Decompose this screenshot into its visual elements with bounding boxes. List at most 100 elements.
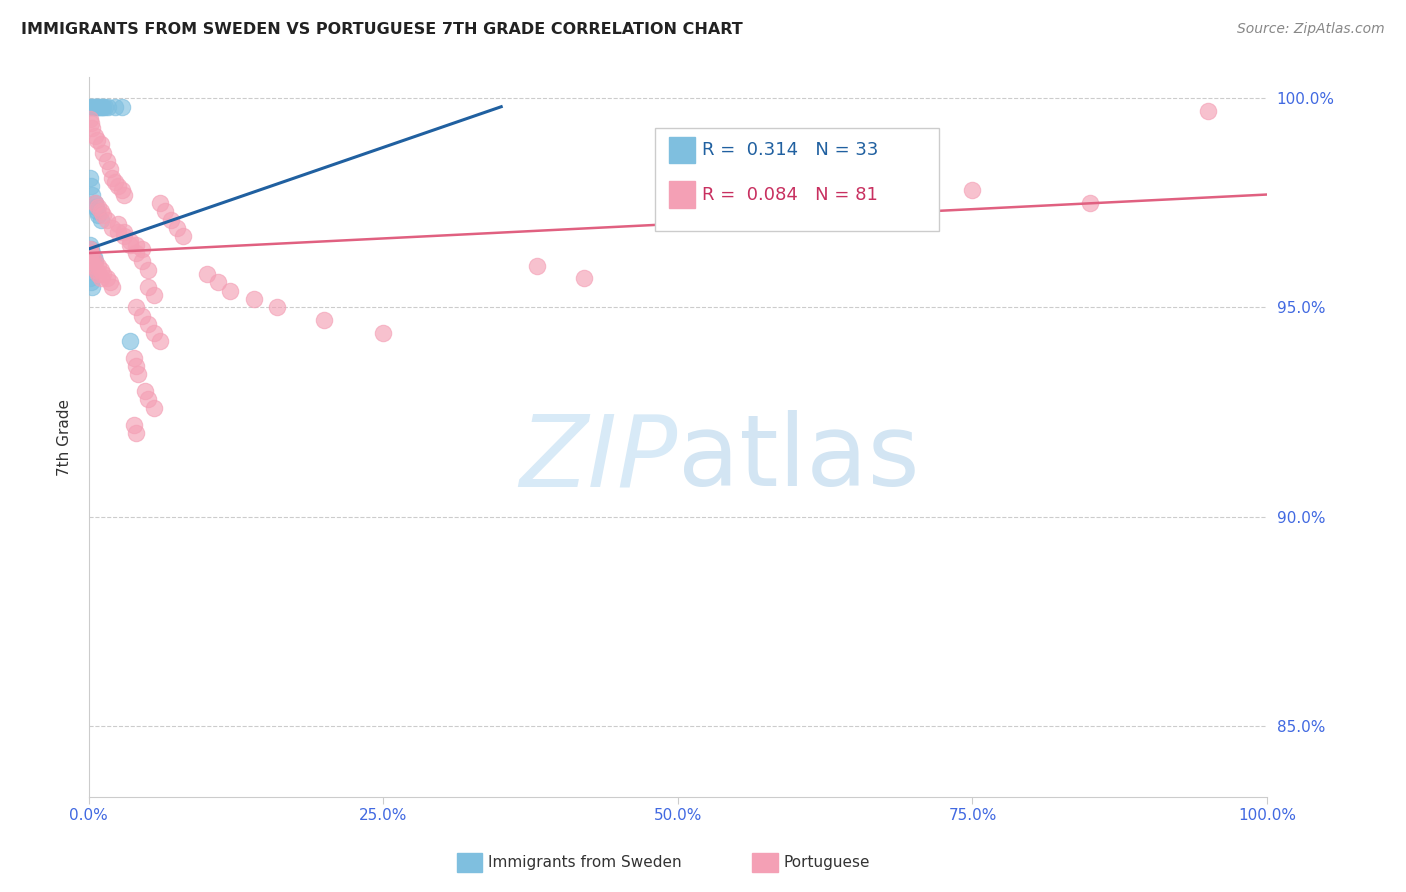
Text: IMMIGRANTS FROM SWEDEN VS PORTUGUESE 7TH GRADE CORRELATION CHART: IMMIGRANTS FROM SWEDEN VS PORTUGUESE 7TH… bbox=[21, 22, 742, 37]
Point bbox=[134, 384, 156, 398]
Point bbox=[79, 100, 101, 114]
Point bbox=[87, 100, 110, 114]
Point bbox=[79, 271, 101, 285]
Text: R =  0.084   N = 81: R = 0.084 N = 81 bbox=[702, 186, 877, 203]
Point bbox=[195, 267, 218, 281]
Point bbox=[120, 237, 142, 252]
Point bbox=[207, 276, 229, 290]
Point bbox=[98, 276, 121, 290]
Point bbox=[83, 195, 105, 210]
Point bbox=[160, 212, 183, 227]
Point bbox=[107, 179, 129, 194]
Point bbox=[83, 195, 105, 210]
Point bbox=[90, 204, 112, 219]
Point bbox=[104, 175, 127, 189]
Point bbox=[86, 204, 108, 219]
Point bbox=[84, 100, 107, 114]
Point bbox=[94, 100, 117, 114]
Point bbox=[87, 259, 110, 273]
Point bbox=[83, 259, 105, 273]
Point bbox=[148, 334, 170, 348]
Point bbox=[136, 317, 159, 331]
Point bbox=[79, 112, 101, 127]
Point bbox=[101, 170, 124, 185]
Point bbox=[172, 229, 194, 244]
Point bbox=[155, 204, 177, 219]
Point bbox=[80, 100, 103, 114]
Point bbox=[87, 200, 110, 214]
Point bbox=[97, 100, 120, 114]
Point bbox=[1197, 103, 1219, 118]
Point bbox=[131, 242, 153, 256]
Point bbox=[148, 195, 170, 210]
Point bbox=[125, 301, 148, 315]
Point bbox=[91, 209, 114, 223]
Point bbox=[87, 209, 110, 223]
Point bbox=[166, 221, 188, 235]
Point bbox=[219, 284, 242, 298]
Point bbox=[87, 267, 110, 281]
Point bbox=[112, 225, 135, 239]
Point bbox=[91, 145, 114, 160]
Point bbox=[111, 100, 134, 114]
Point bbox=[120, 234, 142, 248]
Point bbox=[120, 334, 142, 348]
Point bbox=[91, 267, 114, 281]
Point bbox=[572, 271, 595, 285]
Point bbox=[82, 100, 104, 114]
Point bbox=[80, 276, 103, 290]
Point bbox=[526, 259, 548, 273]
Point bbox=[83, 254, 105, 268]
Point bbox=[142, 326, 165, 340]
Point bbox=[1078, 195, 1101, 210]
Text: ZIP: ZIP bbox=[520, 410, 678, 508]
Text: Immigrants from Sweden: Immigrants from Sweden bbox=[488, 855, 682, 870]
Point bbox=[80, 246, 103, 260]
Point bbox=[107, 225, 129, 239]
Point bbox=[79, 246, 101, 260]
Point bbox=[83, 100, 105, 114]
Point bbox=[98, 162, 121, 177]
Point bbox=[84, 262, 107, 277]
Point bbox=[127, 368, 149, 382]
Y-axis label: 7th Grade: 7th Grade bbox=[58, 399, 72, 475]
Point bbox=[142, 401, 165, 415]
Point bbox=[125, 425, 148, 440]
Point bbox=[111, 183, 134, 197]
Point bbox=[89, 100, 111, 114]
Point bbox=[90, 271, 112, 285]
Point bbox=[785, 209, 807, 223]
Point bbox=[90, 137, 112, 152]
Point bbox=[91, 100, 114, 114]
Point bbox=[136, 392, 159, 407]
Point bbox=[83, 250, 105, 264]
Point bbox=[131, 254, 153, 268]
Point bbox=[136, 262, 159, 277]
Point bbox=[104, 100, 127, 114]
Point bbox=[79, 242, 101, 256]
Point bbox=[82, 250, 104, 264]
Point bbox=[80, 116, 103, 130]
Text: R =  0.314   N = 33: R = 0.314 N = 33 bbox=[702, 141, 877, 159]
Point bbox=[83, 128, 105, 143]
Point bbox=[136, 279, 159, 293]
Point bbox=[101, 221, 124, 235]
Text: Portuguese: Portuguese bbox=[783, 855, 870, 870]
Point bbox=[107, 217, 129, 231]
Point bbox=[79, 237, 101, 252]
Text: Source: ZipAtlas.com: Source: ZipAtlas.com bbox=[1237, 22, 1385, 37]
Point bbox=[80, 179, 103, 194]
Point bbox=[79, 170, 101, 185]
Point bbox=[90, 212, 112, 227]
Point bbox=[122, 417, 145, 432]
Point bbox=[82, 279, 104, 293]
Text: atlas: atlas bbox=[678, 410, 920, 508]
Point bbox=[96, 154, 118, 169]
Point bbox=[86, 100, 108, 114]
Point bbox=[243, 292, 266, 306]
Point bbox=[266, 301, 288, 315]
Point bbox=[86, 133, 108, 147]
Point bbox=[314, 313, 336, 327]
Point bbox=[90, 100, 112, 114]
Point bbox=[80, 254, 103, 268]
